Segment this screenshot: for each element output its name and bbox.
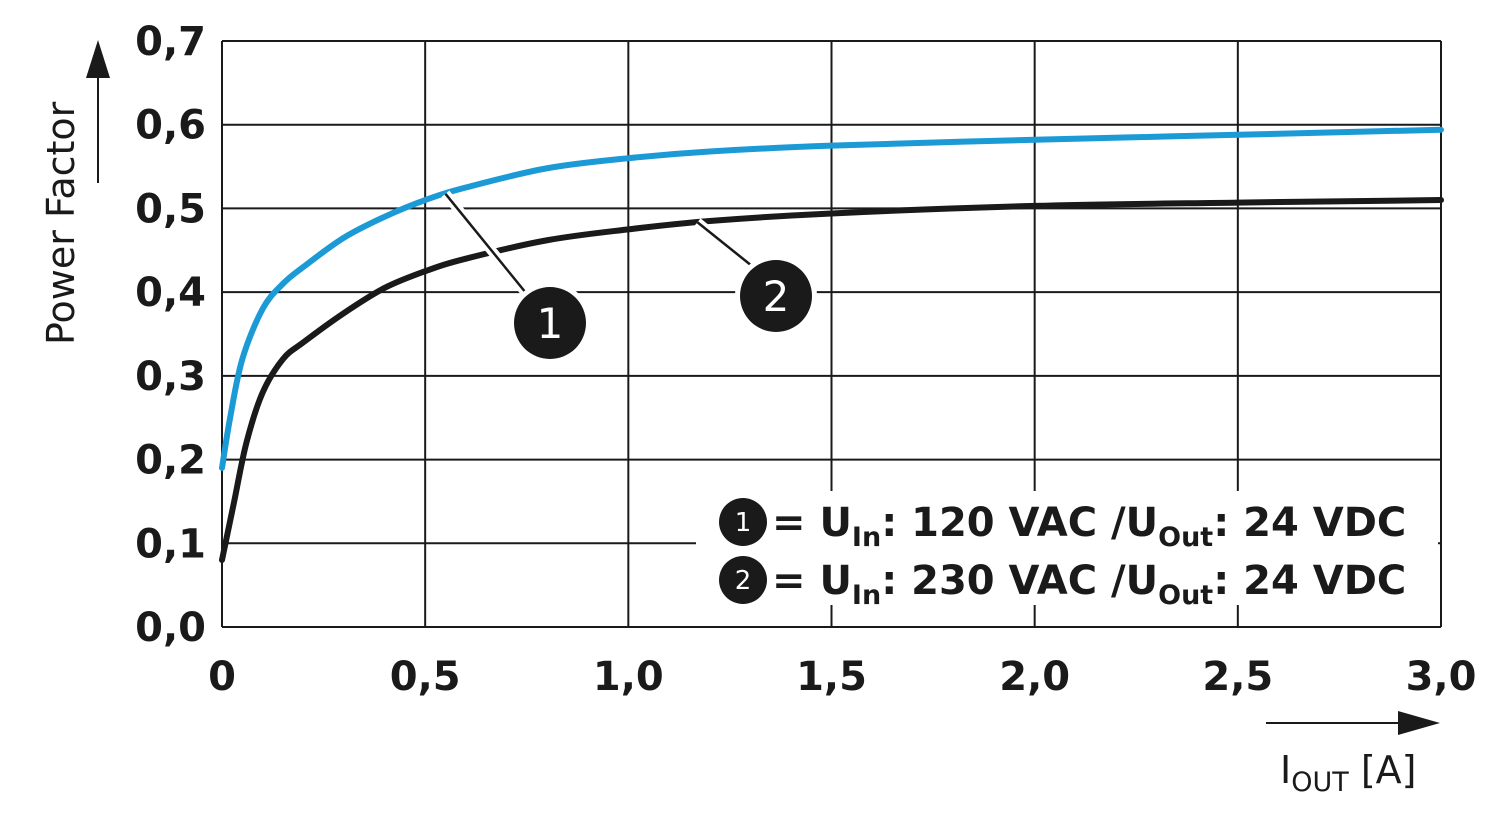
callout-badge-1 xyxy=(514,287,586,359)
legend-1-part-b: : 120 VAC /U xyxy=(881,500,1158,546)
x-tick-label: 3,0 xyxy=(1406,654,1477,700)
legend-1-part-c: : 24 VDC xyxy=(1213,500,1406,546)
legend-1-sub-b: Out xyxy=(1158,522,1213,553)
x-axis-arrow-head xyxy=(1398,711,1440,735)
legend-text-1: = UIn: 120 VAC /UOut: 24 VDC xyxy=(772,500,1406,553)
callout-leader-1 xyxy=(444,192,527,294)
x-tick-label: 2,5 xyxy=(1202,654,1273,700)
y-tick-label: 0,5 xyxy=(135,186,206,232)
legend-badge-2 xyxy=(719,556,767,604)
y-tick-label: 0,2 xyxy=(135,438,206,484)
y-tick-label: 0,7 xyxy=(135,19,206,65)
y-tick-label: 0,1 xyxy=(135,521,206,567)
y-tick-label: 0,6 xyxy=(135,103,206,149)
legend: 1 = UIn: 120 VAC /UOut: 24 VDC 2 = UIn: … xyxy=(696,491,1438,611)
legend-1-part-a: = U xyxy=(772,500,852,546)
series-lines xyxy=(219,126,1444,564)
x-axis-label-unit: [A] xyxy=(1349,748,1417,792)
legend-2-part-b: : 230 VAC /U xyxy=(881,558,1158,604)
callout-number-1: 1 xyxy=(537,299,564,348)
callout-number-2: 2 xyxy=(763,272,790,321)
series-line-1 xyxy=(219,126,1444,471)
x-tick-label: 0 xyxy=(208,654,236,700)
y-tick-label: 0,3 xyxy=(135,354,206,400)
y-axis-title: Power Factor xyxy=(39,40,110,345)
y-tick-labels: 0,0 0,1 0,2 0,3 0,4 0,5 0,6 0,7 xyxy=(135,19,206,651)
x-tick-label: 1,0 xyxy=(593,654,664,700)
legend-1-sub-a: In xyxy=(852,522,881,553)
x-tick-label: 0,5 xyxy=(390,654,461,700)
x-tick-labels: 0 0,5 1,0 1,5 2,0 2,5 3,0 xyxy=(208,654,1476,700)
x-axis-title: IOUT [A] xyxy=(1266,711,1440,798)
grid xyxy=(221,40,1442,628)
legend-2-sub-a: In xyxy=(852,580,881,611)
legend-badge-1-number: 1 xyxy=(735,508,752,538)
callout-badge-2 xyxy=(740,260,812,332)
legend-badge-2-number: 2 xyxy=(735,566,752,596)
legend-entry-2: 2 = UIn: 230 VAC /UOut: 24 VDC xyxy=(719,556,1406,611)
legend-text-2: = UIn: 230 VAC /UOut: 24 VDC xyxy=(772,558,1406,611)
y-axis-label: Power Factor xyxy=(39,101,83,345)
legend-2-sub-b: Out xyxy=(1158,580,1213,611)
legend-background xyxy=(696,491,1438,605)
legend-2-part-a: = U xyxy=(772,558,852,604)
y-axis-arrow-head xyxy=(86,40,110,78)
legend-badge-1 xyxy=(719,498,767,546)
y-tick-label: 0,4 xyxy=(135,270,206,316)
callout-leader-2 xyxy=(696,221,753,267)
callouts: 12 xyxy=(441,190,817,364)
legend-2-part-c: : 24 VDC xyxy=(1213,558,1406,604)
x-tick-label: 1,5 xyxy=(796,654,867,700)
x-tick-label: 2,0 xyxy=(999,654,1070,700)
x-axis-label-sub: OUT xyxy=(1291,767,1349,798)
series-line-2 xyxy=(219,197,1444,564)
x-axis-label: IOUT [A] xyxy=(1280,748,1416,798)
y-tick-label: 0,0 xyxy=(135,605,206,651)
x-axis-label-main: I xyxy=(1280,748,1291,792)
legend-entry-1: 1 = UIn: 120 VAC /UOut: 24 VDC xyxy=(719,498,1406,553)
